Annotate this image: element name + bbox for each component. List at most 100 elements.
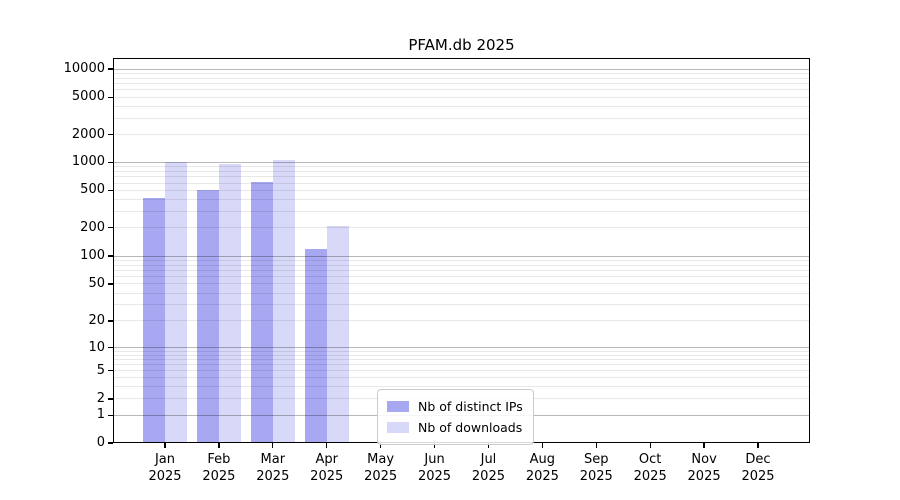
gridline-minor — [113, 176, 810, 178]
gridline-minor — [113, 359, 810, 361]
gridline-minor — [113, 364, 810, 366]
gridline-minor — [113, 170, 810, 172]
bar-distinct-ips — [250, 182, 273, 443]
gridline-minor — [113, 89, 810, 91]
y-tick-label: 20 — [88, 312, 105, 328]
y-tick-label: 100 — [80, 248, 105, 263]
legend-label-downloads: Nb of downloads — [418, 420, 523, 435]
y-tick-label: 50 — [88, 275, 105, 291]
gridline-minor — [113, 182, 810, 184]
x-tick-label: Sep 2025 — [579, 452, 613, 484]
x-tick-mark — [164, 443, 166, 448]
y-tick-mark — [108, 189, 113, 192]
y-tick-label: 10000 — [63, 61, 105, 76]
x-tick-mark — [433, 443, 436, 448]
x-tick-label: Feb 2025 — [202, 452, 236, 484]
y-tick-mark — [108, 255, 113, 257]
gridline-minor — [113, 370, 810, 372]
x-tick-label: Jan 2025 — [148, 452, 182, 484]
gridline-minor — [113, 83, 810, 85]
x-tick-label: Nov 2025 — [687, 452, 721, 484]
y-tick-label: 10 — [88, 339, 105, 355]
x-tick-mark — [326, 443, 328, 448]
gridline-major — [113, 255, 810, 257]
gridline-minor — [113, 189, 810, 191]
y-tick-mark — [108, 283, 113, 285]
gridline-minor — [113, 210, 810, 212]
y-tick-mark — [108, 227, 113, 229]
y-tick-label: 2 — [96, 390, 105, 406]
gridline-minor — [113, 292, 810, 294]
x-tick-label: Mar 2025 — [256, 452, 290, 484]
y-tick-mark — [108, 68, 113, 70]
gridline-minor — [113, 227, 810, 229]
y-tick-mark — [108, 134, 113, 136]
legend-item: Nb of downloads — [387, 417, 523, 438]
gridline-minor — [113, 283, 810, 285]
y-tick-mark — [108, 370, 113, 372]
y-tick-label: 0 — [96, 435, 105, 450]
y-tick-mark — [108, 347, 113, 349]
gridline-minor — [113, 105, 810, 107]
gridline-minor — [113, 385, 810, 387]
x-tick-mark — [541, 443, 543, 448]
y-tick-label: 500 — [80, 182, 105, 198]
y-tick-label: 5 — [96, 362, 105, 378]
y-tick-label: 1 — [96, 407, 105, 423]
y-tick-mark — [108, 414, 113, 417]
x-tick-mark — [595, 443, 597, 448]
gridline-minor — [113, 166, 810, 168]
gridline-minor — [113, 117, 810, 119]
x-tick-label: Aug 2025 — [525, 452, 559, 484]
y-tick-mark — [108, 161, 113, 164]
gridline-minor — [113, 134, 810, 136]
x-tick-mark — [272, 443, 274, 448]
bar-distinct-ips — [143, 197, 165, 443]
bar-downloads — [272, 160, 295, 443]
gridline-minor — [113, 377, 810, 379]
y-tick-mark — [108, 398, 113, 400]
y-tick-label: 5000 — [71, 89, 105, 105]
bar-downloads — [326, 225, 349, 443]
gridline-minor — [113, 198, 810, 200]
x-tick-label: Jun 2025 — [417, 452, 452, 484]
gridline-minor — [113, 320, 810, 322]
legend-label-distinct-ips: Nb of distinct IPs — [418, 399, 523, 414]
legend-swatch-distinct-ips — [387, 401, 409, 412]
x-tick-mark — [218, 443, 220, 448]
y-tick-mark — [108, 96, 113, 99]
gridline-major — [113, 347, 810, 349]
y-tick-label: 200 — [80, 219, 105, 235]
y-tick-label: 1000 — [71, 154, 105, 170]
x-tick-mark — [379, 443, 382, 448]
plot-area: Nb of distinct IPs Nb of downloads — [113, 58, 810, 445]
x-tick-label: Apr 2025 — [310, 452, 344, 484]
x-tick-label: Jul 2025 — [471, 452, 505, 484]
y-tick-label: 2000 — [71, 126, 105, 142]
x-tick-label: Oct 2025 — [633, 452, 667, 484]
gridline-minor — [113, 259, 810, 261]
x-tick-label: Dec 2025 — [741, 452, 775, 484]
x-tick-mark — [757, 443, 759, 448]
bar-downloads — [218, 164, 241, 443]
gridline-major — [113, 68, 810, 70]
gridline-minor — [113, 264, 810, 266]
gridline-major — [113, 161, 810, 163]
gridline-minor — [113, 354, 810, 356]
gridline-minor — [113, 96, 810, 98]
x-tick-mark — [703, 443, 705, 448]
y-tick-mark — [108, 442, 113, 444]
gridline-minor — [113, 350, 810, 352]
gridline-minor — [113, 77, 810, 79]
x-tick-label: May 2025 — [364, 452, 398, 484]
legend: Nb of distinct IPs Nb of downloads — [377, 389, 534, 445]
legend-item: Nb of distinct IPs — [387, 396, 523, 417]
bar-distinct-ips — [304, 248, 327, 443]
bar-distinct-ips — [196, 190, 219, 443]
y-tick-mark — [108, 320, 113, 322]
legend-swatch-downloads — [387, 422, 409, 433]
chart-title: PFAM.db 2025 — [408, 36, 515, 54]
gridline-minor — [113, 269, 810, 271]
gridline-minor — [113, 304, 810, 306]
